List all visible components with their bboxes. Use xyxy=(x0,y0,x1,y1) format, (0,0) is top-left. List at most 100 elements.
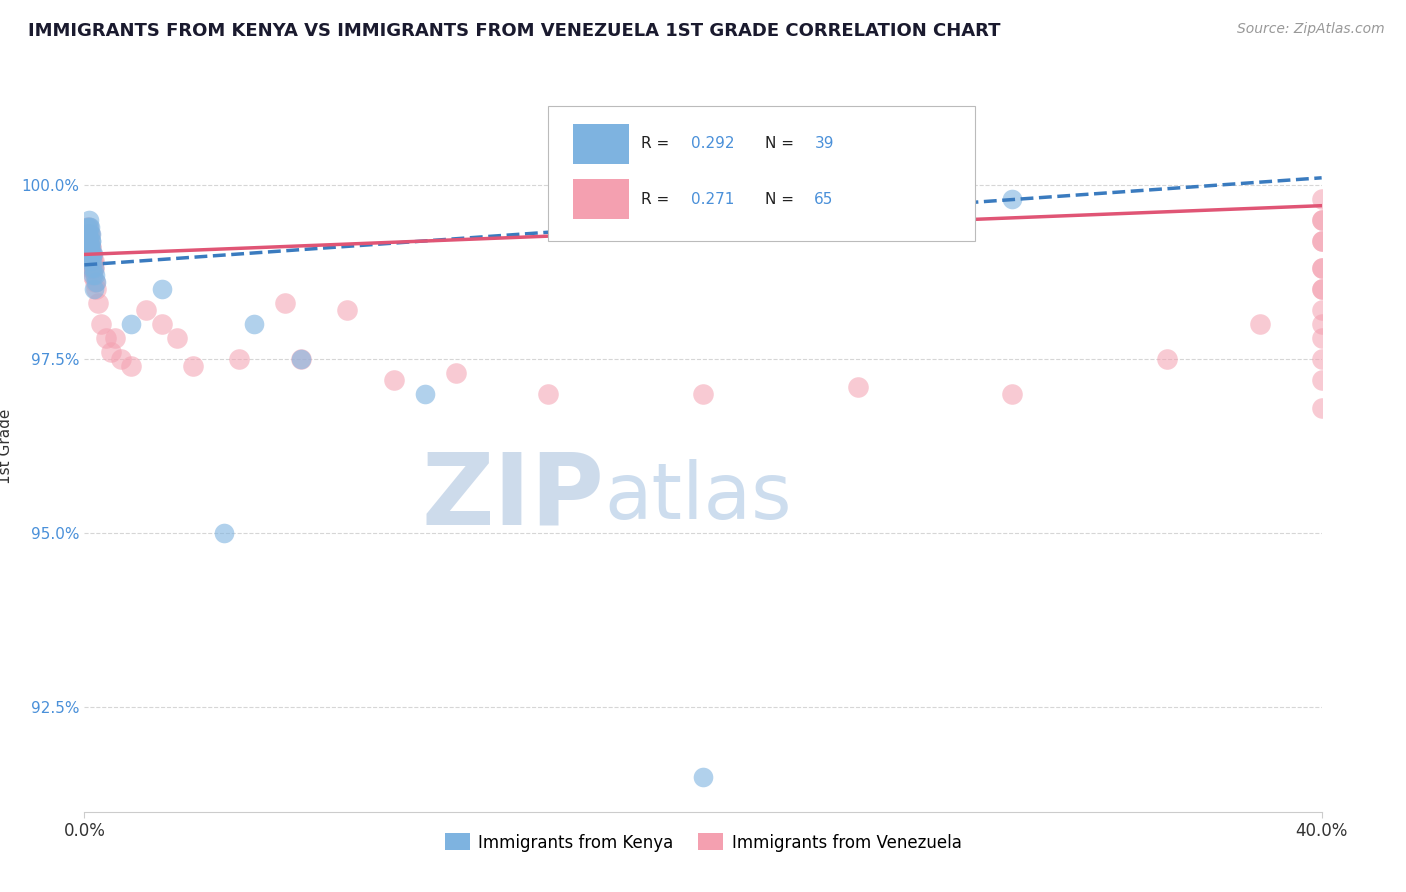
Point xyxy=(77,240,100,254)
Point xyxy=(76,234,98,248)
Point xyxy=(79,261,101,276)
Point xyxy=(79,247,101,261)
Point xyxy=(290,351,312,366)
Point xyxy=(83,282,105,296)
Point xyxy=(336,303,359,318)
Point xyxy=(100,345,122,359)
Point xyxy=(83,261,105,276)
Point xyxy=(274,296,297,310)
Point xyxy=(87,296,110,310)
Point xyxy=(120,317,142,331)
Bar xyxy=(574,179,628,219)
Point xyxy=(1310,282,1333,296)
Point xyxy=(181,359,204,373)
Point xyxy=(82,247,104,261)
Text: atlas: atlas xyxy=(605,459,792,535)
Text: 0.271: 0.271 xyxy=(690,192,734,207)
Point xyxy=(1310,212,1333,227)
Point xyxy=(1310,234,1333,248)
Legend: Immigrants from Kenya, Immigrants from Venezuela: Immigrants from Kenya, Immigrants from V… xyxy=(437,827,969,858)
Point xyxy=(75,227,97,241)
Point xyxy=(79,227,101,241)
Point xyxy=(382,373,405,387)
Point xyxy=(90,317,112,331)
Point xyxy=(1310,303,1333,318)
Point xyxy=(79,254,101,268)
Text: 39: 39 xyxy=(814,136,834,152)
Point xyxy=(76,219,98,234)
Point xyxy=(79,240,101,254)
Point xyxy=(76,227,98,241)
Point xyxy=(77,247,100,261)
Point xyxy=(120,359,142,373)
Point xyxy=(1001,192,1024,206)
Point xyxy=(1310,282,1333,296)
Point xyxy=(79,234,101,248)
Point xyxy=(83,261,105,276)
Point xyxy=(82,268,104,283)
Point xyxy=(80,254,103,268)
Point xyxy=(79,240,101,254)
Text: IMMIGRANTS FROM KENYA VS IMMIGRANTS FROM VENEZUELA 1ST GRADE CORRELATION CHART: IMMIGRANTS FROM KENYA VS IMMIGRANTS FROM… xyxy=(28,22,1001,40)
Point xyxy=(1310,317,1333,331)
Point xyxy=(1310,261,1333,276)
Point xyxy=(80,240,103,254)
Text: ZIP: ZIP xyxy=(422,449,605,546)
Text: 65: 65 xyxy=(814,192,834,207)
Point xyxy=(150,282,173,296)
Point xyxy=(94,331,117,345)
Point xyxy=(1001,386,1024,401)
Point xyxy=(692,386,714,401)
Text: N =: N = xyxy=(765,192,799,207)
Point xyxy=(110,351,132,366)
Point xyxy=(77,240,100,254)
Point xyxy=(444,366,467,380)
Text: N =: N = xyxy=(765,136,799,152)
Point xyxy=(80,240,103,254)
Point xyxy=(77,247,100,261)
Point xyxy=(1310,234,1333,248)
Point xyxy=(413,386,436,401)
Point xyxy=(80,247,103,261)
Point xyxy=(537,386,560,401)
Point xyxy=(79,247,101,261)
Bar xyxy=(574,124,628,164)
Text: 0.292: 0.292 xyxy=(690,136,734,152)
Point xyxy=(84,275,107,289)
Point xyxy=(80,234,103,248)
Point xyxy=(77,234,100,248)
Point xyxy=(79,219,101,234)
Point xyxy=(212,526,235,541)
Point xyxy=(82,261,104,276)
Point xyxy=(84,282,107,296)
Point xyxy=(83,254,105,268)
Point xyxy=(692,770,714,784)
Point xyxy=(82,254,104,268)
Point xyxy=(84,275,107,289)
Point xyxy=(1156,351,1178,366)
Point xyxy=(76,227,98,241)
Point xyxy=(79,227,101,241)
Point xyxy=(166,331,188,345)
Point xyxy=(243,317,266,331)
Point xyxy=(80,247,103,261)
Point xyxy=(79,247,101,261)
Point xyxy=(75,240,97,254)
Point xyxy=(82,261,104,276)
Point xyxy=(1310,192,1333,206)
Y-axis label: 1st Grade: 1st Grade xyxy=(0,409,13,483)
Point xyxy=(846,380,869,394)
Point xyxy=(82,254,104,268)
Point xyxy=(79,240,101,254)
Point xyxy=(77,247,100,261)
Point xyxy=(79,234,101,248)
Point xyxy=(228,351,250,366)
Point xyxy=(1310,212,1333,227)
Point xyxy=(1310,331,1333,345)
FancyBboxPatch shape xyxy=(548,106,976,241)
Point xyxy=(82,254,104,268)
Point xyxy=(150,317,173,331)
Point xyxy=(1310,401,1333,415)
Point xyxy=(76,234,98,248)
Text: R =: R = xyxy=(641,192,675,207)
